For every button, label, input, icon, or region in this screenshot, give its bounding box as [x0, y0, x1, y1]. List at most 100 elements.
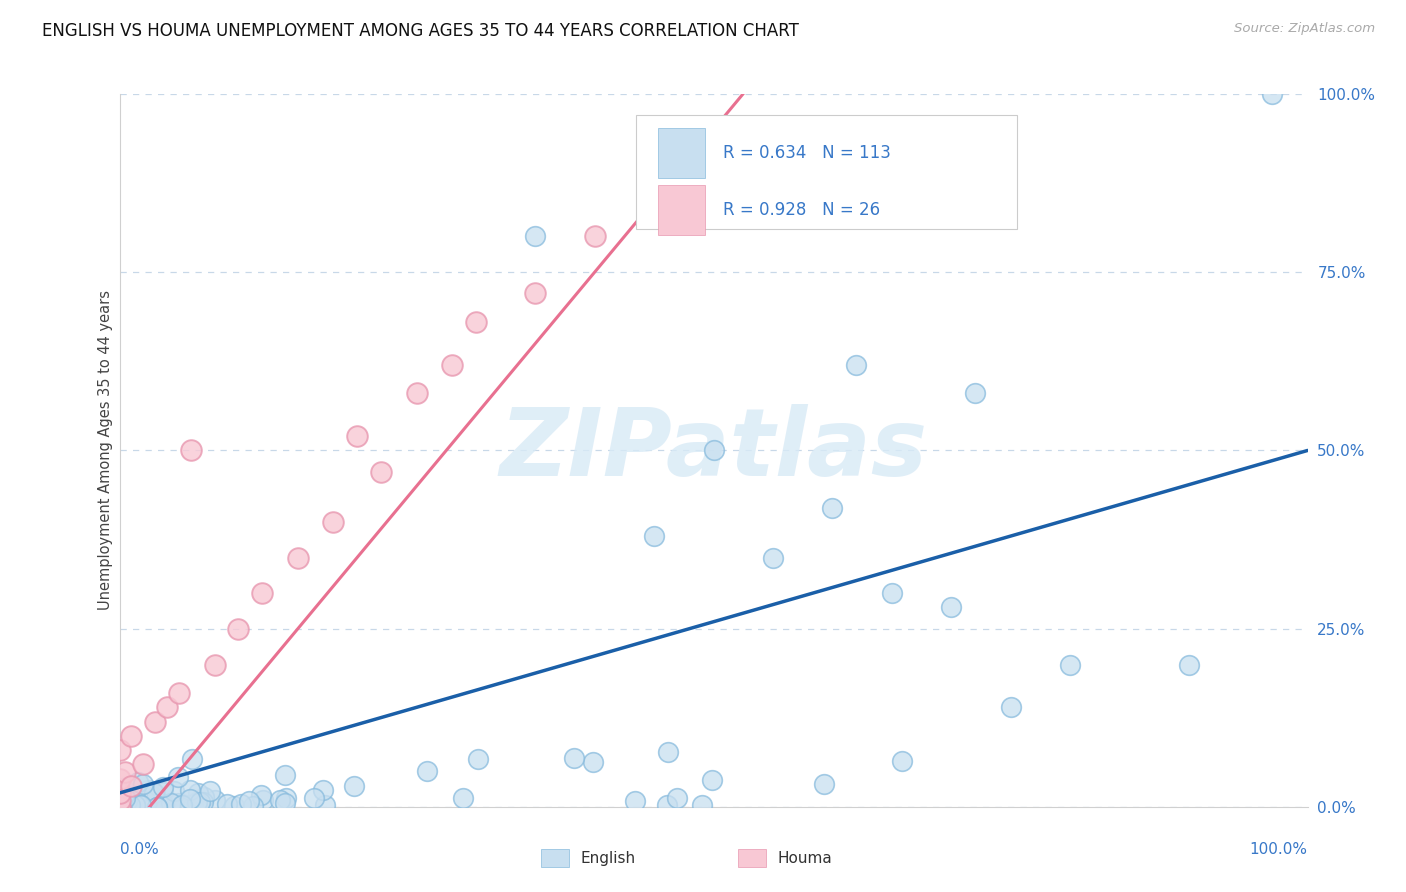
Point [702, 772, 724, 787]
Point [108, 772, 131, 786]
Text: R = 0.634   N = 113: R = 0.634 N = 113 [723, 144, 891, 161]
Point [117, 799, 139, 814]
Point [229, 797, 252, 812]
Point [657, 797, 679, 812]
Point [891, 754, 914, 768]
Point [186, 795, 208, 809]
Point [242, 799, 264, 814]
FancyBboxPatch shape [637, 115, 1017, 229]
Point [624, 794, 647, 808]
Point [1000, 700, 1022, 714]
Point [1261, 87, 1284, 101]
Point [643, 529, 665, 543]
Point [204, 793, 226, 807]
Point [108, 743, 131, 757]
Point [150, 798, 173, 813]
Point [129, 798, 152, 813]
Y-axis label: Unemployment Among Ages 35 to 44 years: Unemployment Among Ages 35 to 44 years [97, 291, 112, 610]
Point [880, 586, 903, 600]
Point [125, 797, 148, 812]
Point [114, 791, 136, 805]
Text: ZIPatlas: ZIPatlas [499, 404, 928, 497]
Point [110, 797, 132, 812]
Point [167, 686, 190, 700]
Point [179, 792, 201, 806]
Point [131, 786, 153, 800]
Point [204, 657, 226, 672]
Point [343, 779, 366, 793]
Point [1178, 657, 1201, 672]
Point [179, 798, 201, 813]
Point [762, 550, 785, 565]
Point [181, 798, 204, 813]
Point [112, 800, 135, 814]
Point [132, 757, 155, 772]
Point [120, 779, 142, 793]
Point [370, 465, 392, 479]
Point [125, 789, 148, 803]
Point [464, 315, 488, 329]
Point [112, 790, 135, 805]
Point [302, 791, 325, 805]
Point [252, 793, 274, 807]
Text: 100.0%: 100.0% [1250, 841, 1308, 856]
Bar [658, 128, 706, 178]
Point [821, 500, 844, 515]
Point [200, 784, 222, 798]
Point [274, 797, 297, 811]
Point [415, 764, 437, 778]
Point [125, 799, 148, 814]
Point [108, 800, 131, 814]
Point [118, 791, 141, 805]
Text: Source: ZipAtlas.com: Source: ZipAtlas.com [1234, 22, 1375, 36]
Point [111, 799, 134, 814]
Point [114, 764, 136, 779]
Bar [658, 185, 706, 235]
Point [228, 622, 250, 636]
Point [451, 791, 474, 805]
Point [152, 785, 174, 799]
Point [115, 793, 138, 807]
Point [188, 796, 211, 810]
Point [314, 797, 336, 812]
Point [108, 799, 131, 814]
Point [141, 784, 163, 798]
Point [222, 799, 245, 814]
Point [124, 797, 146, 812]
Point [1059, 657, 1081, 672]
Point [346, 429, 368, 443]
Point [312, 783, 335, 797]
Point [167, 796, 190, 810]
Point [127, 774, 149, 789]
Point [250, 789, 273, 803]
Point [138, 783, 160, 797]
Point [112, 795, 135, 809]
Point [111, 791, 134, 805]
Point [153, 797, 176, 812]
Point [120, 797, 142, 811]
Point [143, 797, 166, 811]
Point [142, 790, 165, 805]
Point [172, 797, 194, 812]
Point [110, 799, 132, 814]
Text: ENGLISH VS HOUMA UNEMPLOYMENT AMONG AGES 35 TO 44 YEARS CORRELATION CHART: ENGLISH VS HOUMA UNEMPLOYMENT AMONG AGES… [42, 22, 799, 40]
Point [135, 800, 157, 814]
Point [112, 798, 135, 813]
Point [152, 780, 174, 794]
Point [441, 358, 464, 372]
Point [136, 795, 159, 809]
Point [269, 793, 291, 807]
Point [179, 783, 201, 797]
Point [845, 358, 868, 372]
Point [813, 777, 835, 791]
Point [215, 797, 238, 812]
Point [118, 789, 141, 804]
Point [643, 158, 665, 172]
Point [405, 386, 427, 401]
Point [657, 745, 679, 759]
Point [108, 793, 131, 807]
Point [467, 751, 489, 765]
Point [146, 800, 169, 814]
Point [122, 798, 145, 813]
Point [163, 784, 186, 798]
